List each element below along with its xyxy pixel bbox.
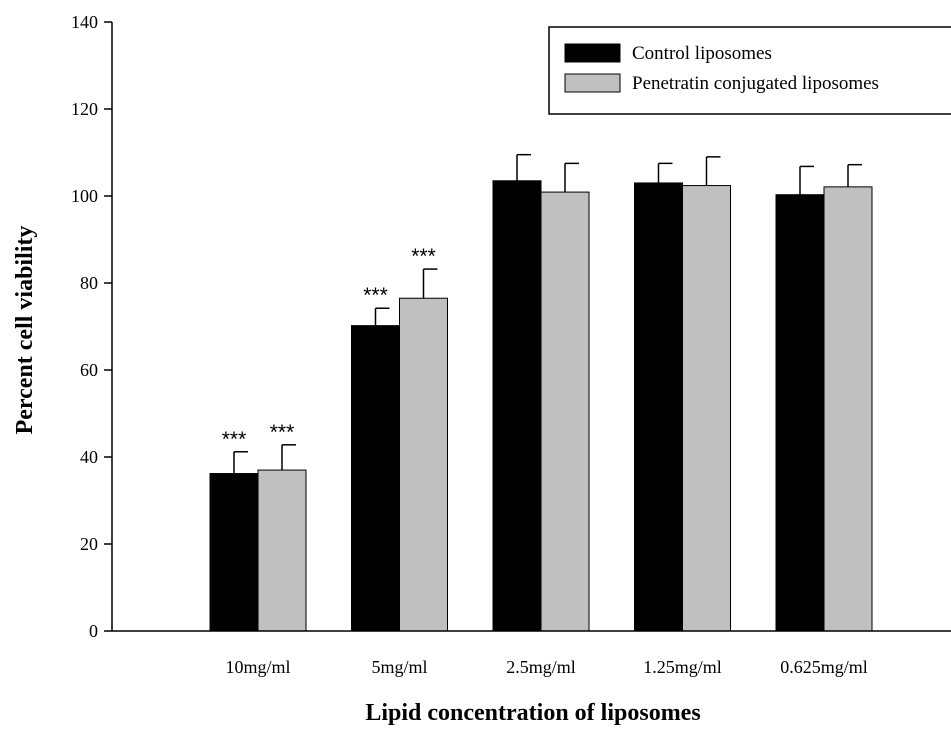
y-tick-label: 0 — [89, 621, 98, 641]
x-tick-label: 10mg/ml — [225, 657, 290, 677]
x-tick-label: 0.625mg/ml — [780, 657, 868, 677]
bar — [257, 469, 307, 632]
y-tick-label: 60 — [80, 360, 98, 380]
bar — [775, 194, 825, 632]
bar — [209, 473, 259, 632]
y-tick-label: 100 — [71, 186, 98, 206]
bar — [540, 191, 590, 632]
x-axis-title: Lipid concentration of liposomes — [365, 700, 700, 726]
plot-area: *** *** *** *** — [209, 153, 873, 632]
y-axis-title: Percent cell viability — [12, 226, 38, 435]
bar — [399, 297, 448, 632]
bar — [634, 182, 683, 632]
significance-label: *** — [363, 284, 388, 307]
legend-label-penetratin: Penetratin conjugated liposomes — [632, 73, 879, 94]
y-tick-label: 80 — [80, 273, 98, 293]
legend-label-control: Control liposomes — [632, 43, 772, 64]
x-tick-label: 5mg/ml — [371, 657, 427, 677]
y-tick-label: 40 — [80, 447, 98, 467]
x-ticks: 10mg/ml 5mg/ml 2.5mg/ml 1.25mg/ml 0.625mg/ml — [225, 657, 867, 677]
y-ticks: 0 20 40 60 80 100 120 140 — [71, 12, 112, 641]
bar — [682, 185, 731, 632]
x-tick-label: 1.25mg/ml — [643, 657, 722, 677]
legend-swatch-control — [564, 43, 621, 63]
y-tick-label: 20 — [80, 534, 98, 554]
bar — [351, 325, 400, 632]
legend-swatch-penetratin — [564, 73, 621, 93]
bar — [823, 186, 873, 632]
significance-label: *** — [222, 428, 247, 451]
legend: Control liposomes Penetratin conjugated … — [548, 26, 951, 115]
axes — [111, 22, 951, 632]
x-tick-label: 2.5mg/ml — [506, 657, 576, 677]
bar — [492, 180, 542, 632]
significance-label: *** — [270, 421, 295, 444]
significance-label: *** — [411, 245, 436, 268]
y-tick-label: 120 — [71, 99, 98, 119]
y-tick-label: 140 — [71, 12, 98, 32]
legend-box — [548, 26, 951, 115]
